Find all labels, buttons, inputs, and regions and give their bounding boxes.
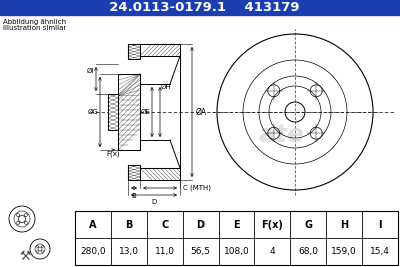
Text: ⚒: ⚒ — [19, 249, 31, 262]
Text: 280,0: 280,0 — [80, 247, 106, 256]
Text: 56,5: 56,5 — [191, 247, 211, 256]
Bar — [75, 211, 398, 265]
Text: G: G — [304, 219, 312, 230]
Bar — [118, 74, 140, 150]
Bar — [140, 44, 180, 56]
Text: C: C — [161, 219, 168, 230]
Text: 24.0113-0179.1    413179: 24.0113-0179.1 413179 — [100, 1, 300, 14]
Text: ØG: ØG — [87, 109, 98, 115]
Text: ØI: ØI — [87, 68, 94, 74]
Text: I: I — [378, 219, 382, 230]
Text: F(x): F(x) — [262, 219, 283, 230]
Text: ØH: ØH — [161, 84, 172, 90]
Text: D: D — [197, 219, 205, 230]
Text: 13,0: 13,0 — [119, 247, 139, 256]
Text: ØE: ØE — [140, 109, 150, 115]
Text: 159,0: 159,0 — [331, 247, 357, 256]
Text: 4: 4 — [270, 247, 275, 256]
Bar — [128, 165, 140, 180]
Text: H: H — [340, 219, 348, 230]
Text: F(x): F(x) — [106, 151, 120, 157]
Text: 15,4: 15,4 — [370, 247, 390, 256]
Text: D: D — [151, 199, 157, 205]
Bar — [0, 0, 400, 15]
Bar — [128, 44, 140, 59]
Text: C (MTH): C (MTH) — [183, 185, 211, 191]
Text: 11,0: 11,0 — [155, 247, 175, 256]
Text: B: B — [125, 219, 132, 230]
Text: ate: ate — [259, 123, 305, 147]
Bar — [140, 168, 180, 180]
Text: Abbildung ähnlich: Abbildung ähnlich — [3, 19, 66, 25]
Text: A: A — [89, 219, 97, 230]
Text: ØA: ØA — [196, 108, 207, 116]
Text: E: E — [233, 219, 240, 230]
Bar — [108, 94, 118, 130]
Text: 68,0: 68,0 — [298, 247, 318, 256]
Text: Illustration similar: Illustration similar — [3, 25, 66, 31]
Text: 108,0: 108,0 — [224, 247, 249, 256]
Text: B: B — [132, 193, 136, 199]
